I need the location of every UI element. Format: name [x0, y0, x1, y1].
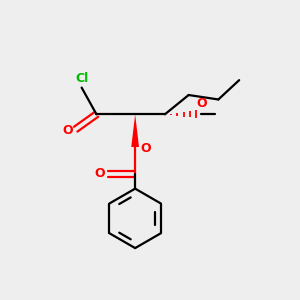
- Text: Cl: Cl: [75, 72, 88, 85]
- Text: O: O: [140, 142, 151, 155]
- Polygon shape: [131, 114, 139, 147]
- Text: O: O: [62, 124, 73, 137]
- Text: O: O: [95, 167, 105, 180]
- Text: O: O: [197, 97, 207, 110]
